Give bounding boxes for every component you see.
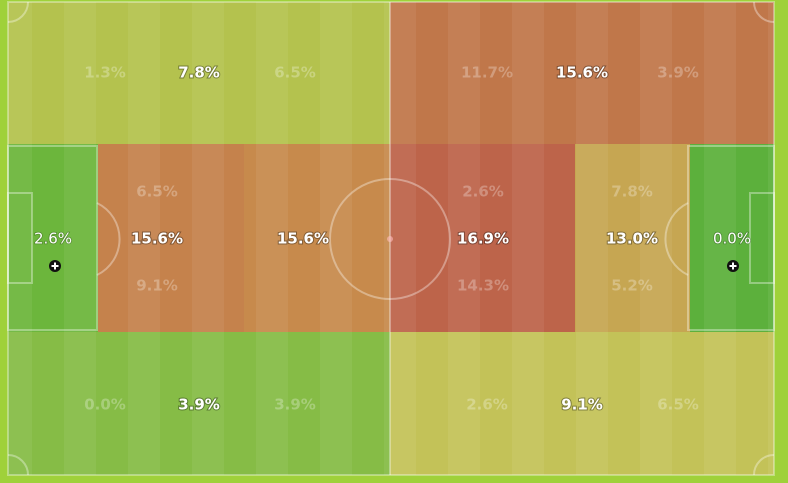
- zone-side-label: 0.0%: [84, 396, 126, 414]
- zone-label: 7.8%: [178, 64, 220, 82]
- labels: 7.8% 1.3% 6.5% 15.6% 11.7% 3.9% 2.6% 15.6% 6.5% 9…: [33, 63, 752, 415]
- zone-side-label: 5.2%: [611, 277, 653, 295]
- goal-icon: [727, 260, 739, 272]
- zone-label: 9.1%: [561, 396, 603, 414]
- zone-side-label: 6.5%: [274, 64, 316, 82]
- zone-label: 16.9%: [457, 230, 509, 248]
- zone-side-label: 2.6%: [462, 183, 504, 201]
- zone-side-label: 1.3%: [84, 64, 126, 82]
- zone-side-label: 9.1%: [136, 277, 178, 295]
- goal-icon: [49, 260, 61, 272]
- zone-label: 15.6%: [277, 230, 329, 248]
- zone-side-label: 7.8%: [611, 183, 653, 201]
- zone-side-label: 3.9%: [274, 396, 316, 414]
- zone-side-label: 6.5%: [136, 183, 178, 201]
- zone-label: 2.6%: [34, 230, 72, 248]
- zone-side-label: 2.6%: [466, 396, 508, 414]
- zone-label: 13.0%: [606, 230, 658, 248]
- zone-label: 0.0%: [713, 230, 751, 248]
- zone-side-label: 3.9%: [657, 64, 699, 82]
- zone-side-label: 6.5%: [657, 396, 699, 414]
- zone-label: 3.9%: [178, 396, 220, 414]
- zone-side-label: 11.7%: [461, 64, 513, 82]
- zone-label: 15.6%: [131, 230, 183, 248]
- zone-side-label: 14.3%: [457, 277, 509, 295]
- zone-label: 15.6%: [556, 64, 608, 82]
- pitch-markings: [7, 1, 775, 476]
